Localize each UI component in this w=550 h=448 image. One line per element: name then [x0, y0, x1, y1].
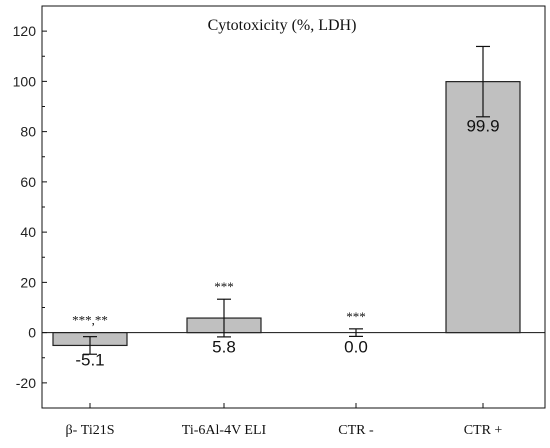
value-label: 0.0 — [344, 338, 368, 357]
y-tick-label: 100 — [13, 73, 37, 89]
x-category-label: CTR - — [338, 423, 374, 438]
value-label: -5.1 — [75, 350, 104, 369]
y-tick-label: 20 — [20, 274, 36, 290]
y-tick-label: 80 — [20, 124, 36, 140]
chart-title: Cytotoxicity (%, LDH) — [208, 17, 357, 34]
significance-label: *** — [346, 309, 366, 324]
bars: ***,** -5.1 *** 5.8 *** 0.0 99.9 — [52, 45, 521, 369]
y-tick-label: -20 — [16, 375, 36, 391]
x-axis: β- Ti21S Ti-6Al-4V ELI CTR - CTR + — [65, 403, 502, 438]
x-category-label: Ti-6Al-4V ELI — [182, 423, 267, 438]
bar — [445, 81, 521, 334]
significance-label: *** — [214, 279, 234, 294]
y-axis: -20 0 20 40 60 80 100 120 — [13, 23, 47, 391]
y-tick-label: 120 — [13, 23, 37, 39]
significance-label: ***,** — [72, 313, 108, 328]
value-label: 99.9 — [466, 117, 499, 136]
x-category-label: CTR + — [464, 423, 503, 438]
y-tick-label: 40 — [20, 224, 36, 240]
y-tick-label: 60 — [20, 174, 36, 190]
x-category-label: β- Ti21S — [65, 423, 114, 438]
y-tick-label: 0 — [28, 325, 36, 341]
value-label: 5.8 — [212, 338, 236, 357]
